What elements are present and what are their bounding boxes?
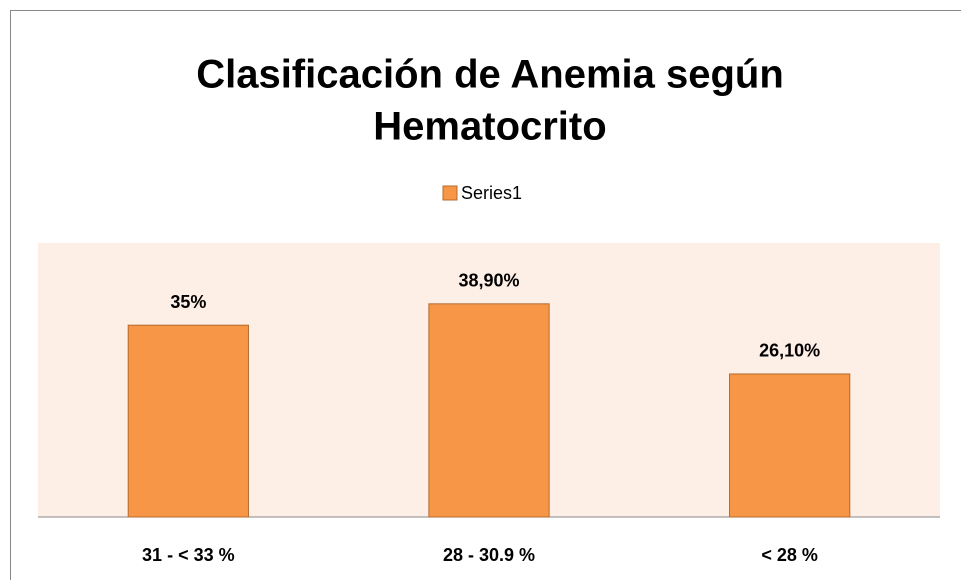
chart-title: Hematocrito: [373, 105, 606, 149]
bar: [729, 373, 851, 518]
x-tick-label: 28 - 30.9 %: [443, 545, 535, 565]
legend-swatch: [442, 185, 458, 201]
legend-label: Series1: [461, 183, 522, 203]
bar: [428, 303, 550, 518]
chart-title: Clasificación de Anemia según: [196, 53, 784, 97]
data-label: 38,90%: [458, 271, 519, 291]
bar: [127, 324, 249, 518]
data-label: 35%: [170, 292, 206, 312]
data-label: 26,10%: [759, 341, 820, 361]
x-tick-label: 31 - < 33 %: [142, 545, 235, 565]
x-tick-label: < 28 %: [761, 545, 818, 565]
